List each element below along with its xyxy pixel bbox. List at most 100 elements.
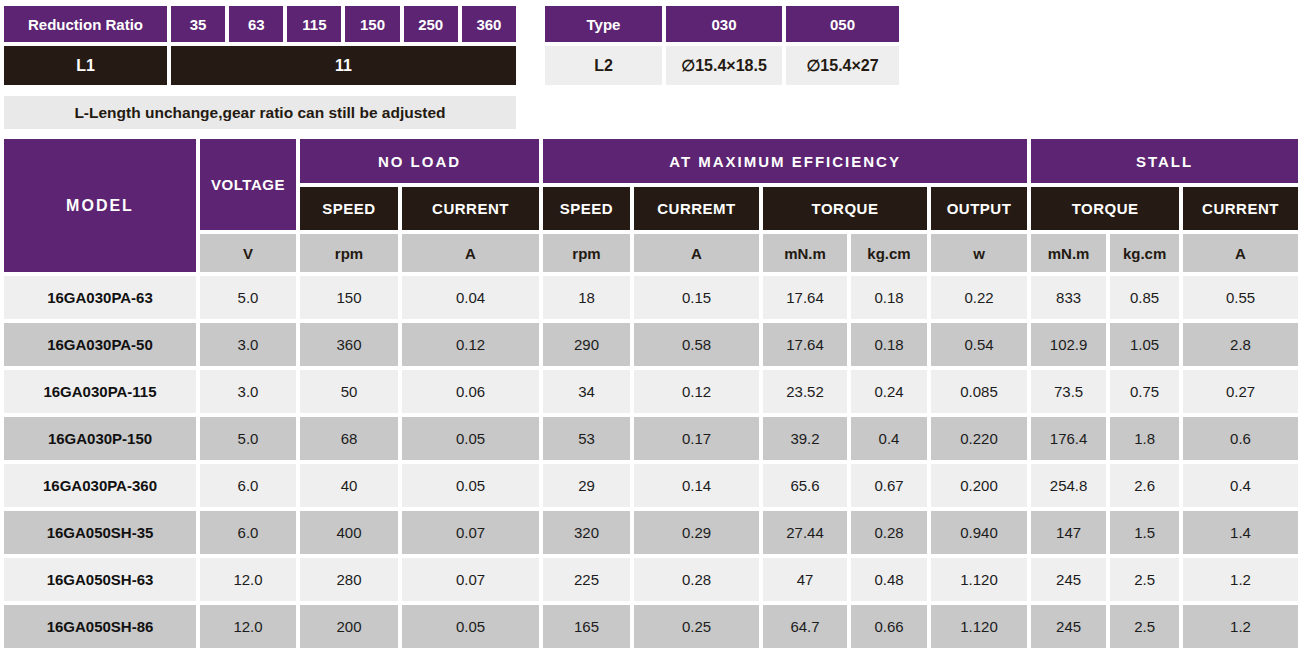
spec-value: 0.4 — [851, 417, 927, 460]
spec-value: 0.05 — [402, 605, 539, 648]
spec-value: 65.6 — [763, 464, 847, 507]
spec-value: 3.0 — [200, 323, 296, 366]
unit-me-speed: rpm — [543, 234, 630, 272]
reduction-ratio-header: Reduction Ratio — [4, 6, 167, 42]
spec-value: 17.64 — [763, 276, 847, 319]
spec-value: 0.48 — [851, 558, 927, 601]
type-table: Type 030 050 L2 ∅15.4×18.5 ∅15.4×27 — [541, 2, 903, 89]
voltage-header: VOLTAGE — [200, 139, 296, 230]
reduction-ratio-table: Reduction Ratio 35 63 115 150 250 360 L1… — [0, 2, 520, 89]
l1-label: L1 — [4, 46, 167, 85]
unit-stall-torque-kgcm: kg.cm — [1110, 234, 1179, 272]
reduction-ratio-header-row: Reduction Ratio 35 63 115 150 250 360 — [4, 6, 516, 42]
type-050: 050 — [786, 6, 899, 42]
spec-value: 0.940 — [931, 511, 1027, 554]
spec-value: 360 — [300, 323, 398, 366]
spec-value: 1.05 — [1110, 323, 1179, 366]
spec-value: 150 — [300, 276, 398, 319]
spec-value: 2.5 — [1110, 605, 1179, 648]
spec-value: 245 — [1031, 605, 1106, 648]
spec-value: 12.0 — [200, 605, 296, 648]
spec-value: 12.0 — [200, 558, 296, 601]
spec-value: 0.17 — [634, 417, 759, 460]
spec-value: 0.6 — [1183, 417, 1298, 460]
spec-value: 0.085 — [931, 370, 1027, 413]
group-header-row: MODEL VOLTAGE NO LOAD AT MAXIMUM EFFICIE… — [4, 139, 1298, 183]
spec-value: 0.05 — [402, 417, 539, 460]
spec-value: 1.4 — [1183, 511, 1298, 554]
subheader-me-current: CURREMT — [634, 187, 759, 230]
spec-value: 0.22 — [931, 276, 1027, 319]
spec-value: 1.2 — [1183, 558, 1298, 601]
type-header: Type — [545, 6, 662, 42]
l2-value-030: ∅15.4×18.5 — [666, 46, 782, 85]
model-cell: 16GA050SH-35 — [4, 511, 196, 554]
l2-row: L2 ∅15.4×18.5 ∅15.4×27 — [545, 46, 899, 85]
spec-value: 0.58 — [634, 323, 759, 366]
model-cell: 16GA050SH-86 — [4, 605, 196, 648]
subheader-no-load-current: CURRENT — [402, 187, 539, 230]
spec-value: 64.7 — [763, 605, 847, 648]
spec-value: 0.18 — [851, 276, 927, 319]
unit-output-w: w — [931, 234, 1027, 272]
spec-value: 0.4 — [1183, 464, 1298, 507]
ratio-value-35: 35 — [171, 6, 225, 42]
spec-value: 5.0 — [200, 276, 296, 319]
type-030: 030 — [666, 6, 782, 42]
spec-value: 0.29 — [634, 511, 759, 554]
subheader-stall-current: CURRENT — [1183, 187, 1298, 230]
spec-value: 0.15 — [634, 276, 759, 319]
ratio-value-115: 115 — [287, 6, 341, 42]
spec-value: 1.120 — [931, 605, 1027, 648]
spec-value: 245 — [1031, 558, 1106, 601]
spec-sheet-page: Reduction Ratio 35 63 115 150 250 360 L1… — [0, 0, 1306, 654]
spec-value: 29 — [543, 464, 630, 507]
spec-value: 6.0 — [200, 511, 296, 554]
spec-value: 50 — [300, 370, 398, 413]
spec-value: 0.18 — [851, 323, 927, 366]
spec-row: 16GA030PA-115 3.0 50 0.06 34 0.12 23.52 … — [4, 370, 1298, 413]
spec-row: 16GA050SH-63 12.0 280 0.07 225 0.28 47 0… — [4, 558, 1298, 601]
spec-value: 2.8 — [1183, 323, 1298, 366]
spec-value: 0.06 — [402, 370, 539, 413]
sub-header-row: SPEED CURRENT SPEED CURREMT TORQUE OUTPU… — [4, 187, 1298, 230]
spec-value: 0.12 — [634, 370, 759, 413]
spec-row: 16GA050SH-86 12.0 200 0.05 165 0.25 64.7… — [4, 605, 1298, 648]
l2-value-050: ∅15.4×27 — [786, 46, 899, 85]
spec-value: 73.5 — [1031, 370, 1106, 413]
model-header: MODEL — [4, 139, 196, 272]
spec-row: 16GA030PA-63 5.0 150 0.04 18 0.15 17.64 … — [4, 276, 1298, 319]
spec-value: 0.55 — [1183, 276, 1298, 319]
spec-value: 0.85 — [1110, 276, 1179, 319]
spec-row: 16GA050SH-35 6.0 400 0.07 320 0.29 27.44… — [4, 511, 1298, 554]
unit-me-torque-kgcm: kg.cm — [851, 234, 927, 272]
spec-row: 16GA030PA-360 6.0 40 0.05 29 0.14 65.6 0… — [4, 464, 1298, 507]
l1-value: 11 — [171, 46, 516, 85]
spec-value: 0.28 — [851, 511, 927, 554]
spec-value: 17.64 — [763, 323, 847, 366]
spec-value: 0.67 — [851, 464, 927, 507]
spec-value: 47 — [763, 558, 847, 601]
spec-value: 225 — [543, 558, 630, 601]
subheader-me-torque: TORQUE — [763, 187, 927, 230]
unit-nl-current: A — [402, 234, 539, 272]
spec-value: 0.54 — [931, 323, 1027, 366]
spec-value: 833 — [1031, 276, 1106, 319]
subheader-me-output: OUTPUT — [931, 187, 1027, 230]
spec-row: 16GA030PA-50 3.0 360 0.12 290 0.58 17.64… — [4, 323, 1298, 366]
spec-value: 0.66 — [851, 605, 927, 648]
reduction-ratio-block: Reduction Ratio 35 63 115 150 250 360 L1… — [0, 2, 520, 129]
spec-value: 165 — [543, 605, 630, 648]
spec-value: 27.44 — [763, 511, 847, 554]
model-cell: 16GA030P-150 — [4, 417, 196, 460]
spec-value: 0.12 — [402, 323, 539, 366]
model-cell: 16GA030PA-360 — [4, 464, 196, 507]
spec-value: 0.07 — [402, 558, 539, 601]
l1-row: L1 11 — [4, 46, 516, 85]
spec-value: 0.27 — [1183, 370, 1298, 413]
spec-value: 0.14 — [634, 464, 759, 507]
spec-value: 400 — [300, 511, 398, 554]
top-section: Reduction Ratio 35 63 115 150 250 360 L1… — [0, 0, 1306, 129]
spec-value: 1.120 — [931, 558, 1027, 601]
units-row: V rpm A rpm A mN.m kg.cm w mN.m kg.cm A — [4, 234, 1298, 272]
